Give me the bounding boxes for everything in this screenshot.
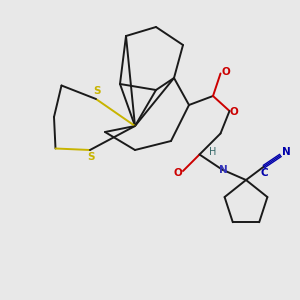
Text: N: N — [219, 165, 228, 175]
Text: O: O — [221, 67, 230, 77]
Text: S: S — [88, 152, 95, 163]
Text: N: N — [282, 147, 291, 158]
Text: O: O — [230, 106, 238, 117]
Text: S: S — [94, 86, 101, 97]
Text: H: H — [209, 146, 217, 157]
Text: O: O — [173, 167, 182, 178]
Text: C: C — [260, 168, 268, 178]
